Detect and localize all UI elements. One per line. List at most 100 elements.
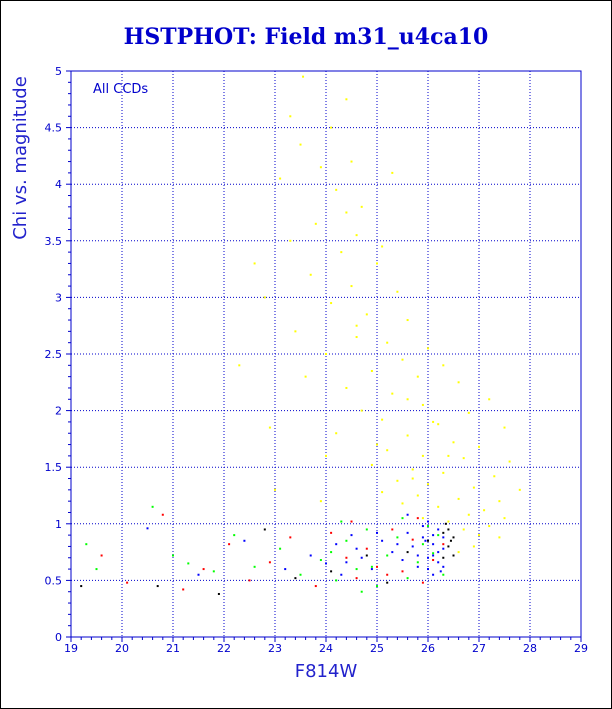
data-point <box>437 505 440 508</box>
data-point <box>381 418 384 421</box>
data-point <box>391 528 394 531</box>
data-point <box>289 115 292 118</box>
data-point <box>411 545 414 548</box>
data-point <box>151 505 154 508</box>
x-tick-label: 25 <box>370 642 384 655</box>
data-point <box>228 543 231 546</box>
data-point <box>444 522 447 525</box>
data-point <box>447 520 450 523</box>
data-point <box>457 381 460 384</box>
data-point <box>360 205 363 208</box>
data-point <box>421 543 424 546</box>
data-point <box>299 573 302 576</box>
data-point <box>238 364 241 367</box>
data-point <box>483 509 486 512</box>
data-point <box>212 570 215 573</box>
data-point <box>355 568 358 571</box>
data-point <box>478 534 480 537</box>
data-point <box>279 547 282 550</box>
data-point <box>432 543 435 546</box>
data-point <box>498 536 501 539</box>
data-point <box>335 579 338 582</box>
data-point <box>472 545 475 548</box>
data-point <box>396 290 399 293</box>
data-point <box>391 171 394 174</box>
data-point <box>309 273 312 276</box>
x-tick-label: 21 <box>166 642 180 655</box>
data-point <box>376 443 378 446</box>
data-point <box>386 449 389 452</box>
data-point <box>345 561 348 564</box>
data-point <box>411 468 414 471</box>
data-point <box>432 420 435 423</box>
data-point <box>304 375 307 378</box>
data-point <box>370 463 373 466</box>
data-point <box>279 177 282 180</box>
data-point <box>330 531 333 534</box>
data-point <box>396 543 399 546</box>
y-axis-title: Chi vs. magnitude <box>10 76 31 240</box>
data-point <box>401 502 404 505</box>
data-point <box>330 570 333 573</box>
data-point <box>360 409 363 412</box>
data-point <box>294 577 297 580</box>
data-point <box>381 491 384 494</box>
y-tick-label: 2.5 <box>45 348 63 361</box>
data-point <box>411 538 414 541</box>
data-point <box>416 565 419 568</box>
data-point <box>355 324 358 327</box>
data-point <box>442 536 445 539</box>
data-point <box>508 460 511 463</box>
data-point <box>263 528 266 531</box>
data-point <box>452 536 455 539</box>
data-point <box>309 554 312 557</box>
data-point <box>365 547 368 550</box>
data-point <box>319 500 322 503</box>
data-point <box>289 536 292 539</box>
data-point <box>126 581 129 584</box>
data-point <box>503 517 506 520</box>
data-point <box>401 517 404 520</box>
data-point <box>467 411 470 414</box>
data-point <box>437 423 440 426</box>
data-point <box>263 296 266 299</box>
data-point <box>319 166 322 169</box>
data-point <box>360 590 363 593</box>
data-point <box>299 143 302 146</box>
data-point <box>432 552 435 555</box>
data-point <box>217 592 220 595</box>
y-tick-label: 1 <box>55 518 62 531</box>
data-point <box>330 551 333 554</box>
data-point <box>432 573 435 576</box>
data-point <box>284 568 287 571</box>
data-point <box>80 585 83 588</box>
data-point <box>360 556 363 559</box>
data-point <box>355 234 358 237</box>
x-tick-label: 24 <box>319 642 333 655</box>
y-tick-label: 3 <box>55 291 62 304</box>
data-point <box>202 568 205 571</box>
x-tick-label: 29 <box>574 642 588 655</box>
data-point <box>370 565 373 568</box>
data-point <box>325 454 327 457</box>
data-point <box>442 543 445 546</box>
data-point <box>406 531 409 534</box>
data-point <box>406 551 409 554</box>
data-point <box>248 579 251 582</box>
data-point <box>452 441 455 444</box>
data-point <box>401 358 404 361</box>
data-point <box>274 488 276 491</box>
data-point <box>335 432 338 435</box>
data-point <box>406 577 409 580</box>
data-point <box>437 561 440 564</box>
data-point <box>411 477 414 480</box>
data-point <box>391 392 394 395</box>
data-point <box>401 559 404 562</box>
data-point <box>340 573 343 576</box>
data-point <box>335 543 338 546</box>
data-point <box>365 313 368 316</box>
data-point <box>350 285 353 288</box>
data-point <box>187 562 190 565</box>
data-point <box>442 556 445 559</box>
data-point <box>442 573 445 576</box>
